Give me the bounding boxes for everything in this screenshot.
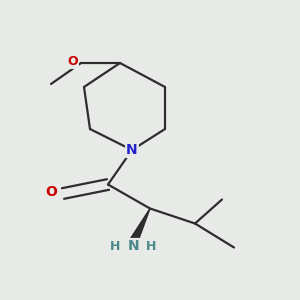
Text: O: O — [68, 55, 78, 68]
Text: N: N — [126, 143, 138, 157]
Text: H: H — [110, 239, 121, 253]
Polygon shape — [128, 208, 150, 247]
Text: H: H — [146, 239, 156, 253]
Text: N: N — [128, 239, 139, 253]
Text: O: O — [45, 185, 57, 199]
